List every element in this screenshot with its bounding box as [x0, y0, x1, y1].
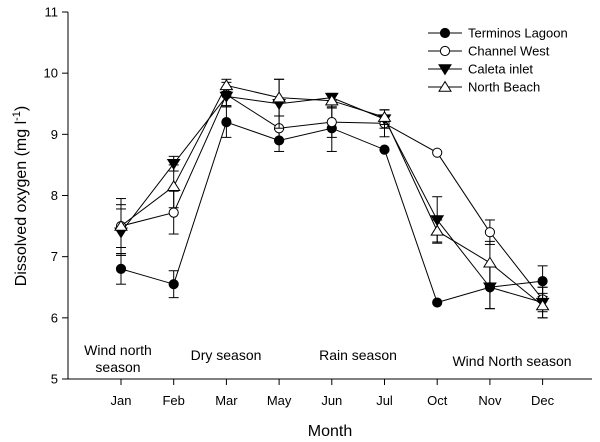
data-point — [114, 219, 128, 231]
data-point — [484, 227, 495, 238]
legend: Terminos Lagoon Channel West Caleta inlet N… — [428, 26, 568, 95]
x-tick-label: Oct — [427, 393, 448, 408]
data-point — [221, 117, 232, 128]
data-point — [168, 279, 179, 290]
y-axis-title-main: Dissolved oxygen (mg l — [13, 121, 30, 286]
legend-label: North Beach — [468, 80, 540, 95]
series-layer — [114, 78, 550, 319]
y-tick-label: 11 — [45, 5, 59, 20]
data-point — [432, 297, 443, 308]
series-channel-west — [115, 81, 548, 313]
legend-label: Terminos Lagoon — [468, 26, 568, 41]
season-label: Rain season — [319, 347, 397, 363]
series-north-beach — [114, 78, 550, 319]
legend-item: Caleta inlet — [428, 62, 533, 77]
x-tick-label: Jul — [376, 393, 393, 408]
legend-item: Terminos Lagoon — [428, 26, 568, 41]
legend-marker — [438, 64, 452, 76]
x-tick-label: Jun — [321, 393, 342, 408]
legend-item: Channel West — [428, 44, 550, 59]
y-axis-title: Dissolved oxygen (mg l-1) — [11, 106, 30, 287]
y-tick-label: 10 — [44, 66, 58, 81]
data-point — [482, 256, 497, 268]
data-point — [219, 79, 234, 91]
legend-label: Channel West — [468, 44, 550, 59]
data-point — [432, 147, 443, 158]
season-label: Wind north — [84, 342, 152, 358]
x-tick-label: May — [267, 393, 292, 408]
y-ticks: 5 6 7 8 9 10 11 — [44, 5, 68, 387]
data-point — [537, 276, 548, 287]
y-tick-label: 8 — [51, 188, 58, 203]
x-tick-label: Feb — [162, 393, 184, 408]
data-point — [430, 224, 445, 236]
x-tick-label: Mar — [215, 393, 238, 408]
data-point — [168, 207, 179, 218]
data-point — [324, 94, 339, 106]
x-ticks: Jan Feb Mar May Jun Jul Oct Nov Dec — [111, 379, 555, 408]
legend-marker — [438, 80, 452, 92]
x-axis-title: Month — [308, 423, 352, 440]
legend-label: Caleta inlet — [468, 62, 533, 77]
legend-marker — [439, 45, 451, 57]
y-tick-label: 5 — [51, 372, 58, 387]
data-point — [326, 117, 337, 128]
data-point — [115, 263, 127, 274]
y-tick-label: 7 — [51, 249, 58, 264]
legend-item: North Beach — [428, 80, 540, 95]
data-point — [166, 179, 181, 192]
data-point — [272, 91, 287, 103]
legend-marker — [439, 27, 451, 39]
data-point — [535, 299, 550, 311]
x-tick-label: Jan — [111, 393, 132, 408]
data-point — [166, 158, 181, 171]
y-tick-label: 6 — [51, 310, 58, 325]
season-label: season — [95, 359, 140, 375]
data-point — [377, 110, 392, 122]
y-axis-title-close: ) — [13, 106, 30, 111]
y-axis-title-sup: -1 — [11, 111, 23, 121]
x-tick-label: Dec — [531, 393, 555, 408]
season-label: Wind North season — [452, 353, 571, 369]
data-point — [219, 91, 234, 103]
y-tick-label: 9 — [51, 127, 58, 142]
data-point — [379, 144, 390, 155]
season-label: Dry season — [191, 347, 262, 363]
x-tick-label: Nov — [478, 393, 502, 408]
